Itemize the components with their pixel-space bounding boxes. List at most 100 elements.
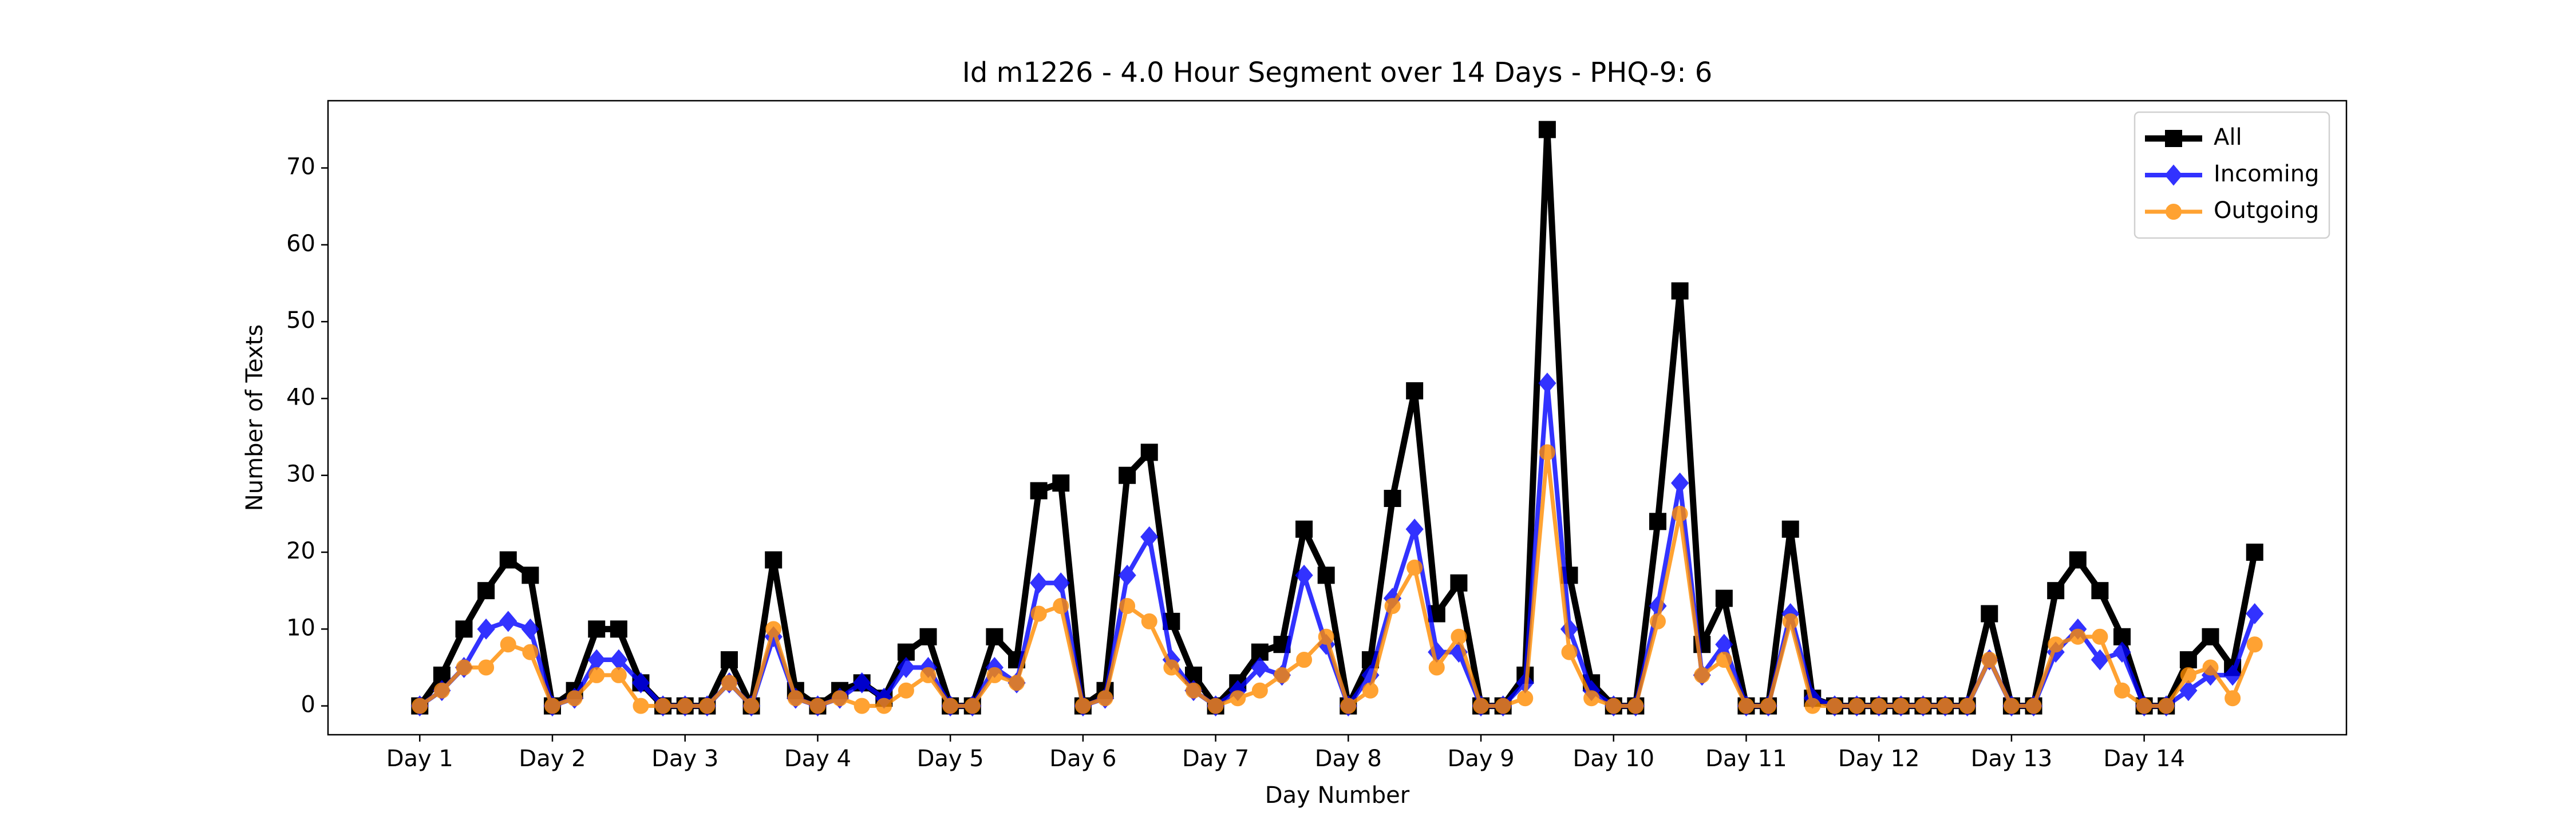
legend-label: All [2214,124,2242,150]
x-tick-label: Day 10 [1573,746,1654,772]
marker [1119,598,1136,615]
plot-frame [327,100,2348,736]
marker [1141,613,1157,629]
x-axis-label: Day Number [1265,782,1410,809]
marker [1517,690,1534,707]
marker [919,628,937,645]
marker [455,620,473,638]
marker [854,698,870,714]
marker [1140,526,1159,548]
marker [1185,682,1202,699]
legend-marker [2165,130,2182,147]
marker [1009,675,1025,691]
marker [433,682,450,699]
chart-title: Id m1226 - 4.0 Hour Segment over 14 Days… [962,57,1713,89]
marker [1539,444,1555,461]
legend-label: Outgoing [2214,197,2319,224]
marker [920,667,937,683]
marker [521,618,539,640]
marker [522,644,539,660]
marker [1716,652,1732,668]
marker [1119,466,1136,484]
marker [1670,472,1689,494]
marker [1538,373,1556,394]
y-tick-label: 60 [286,231,315,257]
marker [986,628,1003,645]
marker [1804,698,1821,714]
marker [743,698,760,714]
x-tick-label: Day 11 [1705,746,1787,772]
marker [720,651,738,669]
marker [1915,698,1931,714]
legend-item [2145,164,2202,186]
marker [898,682,914,699]
marker [2158,698,2175,714]
marker [2136,698,2152,714]
marker [1473,698,1490,714]
legend-label: Incoming [2214,161,2319,187]
marker [456,659,472,676]
marker [2047,582,2065,600]
marker [2179,680,2198,702]
legend-marker [2164,164,2183,186]
marker [2202,659,2219,676]
x-tick-label: Day 3 [651,746,718,772]
x-tick-label: Day 12 [1838,746,1920,772]
marker [499,611,517,632]
marker [876,698,892,714]
marker [853,672,871,694]
marker [521,566,539,584]
marker [1981,605,1998,623]
marker [1561,644,1578,660]
marker [1384,598,1401,615]
marker [499,551,517,569]
y-tick-label: 30 [286,461,315,488]
marker [1030,572,1048,594]
marker [1251,682,1268,699]
marker [544,698,560,714]
x-tick-label: Day 4 [784,746,851,772]
marker [1782,613,1799,629]
marker [1296,652,1313,668]
x-tick-label: Day 2 [519,746,586,772]
marker [1207,698,1224,714]
marker [1672,505,1688,522]
marker [2113,641,2131,663]
marker [1781,520,1799,538]
x-tick-label: Day 5 [917,746,984,772]
y-tick-label: 20 [286,538,315,564]
marker [765,621,782,637]
marker [1406,559,1423,576]
marker [477,582,495,600]
marker [1318,628,1334,645]
marker [964,698,981,714]
x-tick-label: Day 7 [1182,746,1249,772]
marker [2225,690,2241,707]
marker [1649,613,1666,629]
marker [1715,589,1733,607]
x-tick-label: Day 13 [1971,746,2053,772]
marker [986,667,1003,683]
marker [2202,628,2219,645]
marker [2091,649,2109,671]
x-tick-label: Day 14 [2103,746,2185,772]
y-tick-label: 0 [301,692,315,718]
x-tick-label: Day 8 [1315,746,1382,772]
marker [2246,603,2264,624]
x-tick-label: Day 9 [1447,746,1514,772]
legend-item [2145,130,2202,147]
y-tick-label: 50 [286,307,315,334]
marker [1295,564,1313,586]
marker [2003,698,2020,714]
marker [1052,474,1070,492]
marker [1362,682,1378,699]
marker [1893,698,1909,714]
marker [1274,667,1290,683]
marker [1052,572,1070,594]
marker [809,698,826,714]
marker [631,672,650,694]
legend: All Incoming Outgoing [2134,111,2330,239]
marker [699,698,716,714]
marker [1450,574,1468,592]
marker [1848,698,1865,714]
